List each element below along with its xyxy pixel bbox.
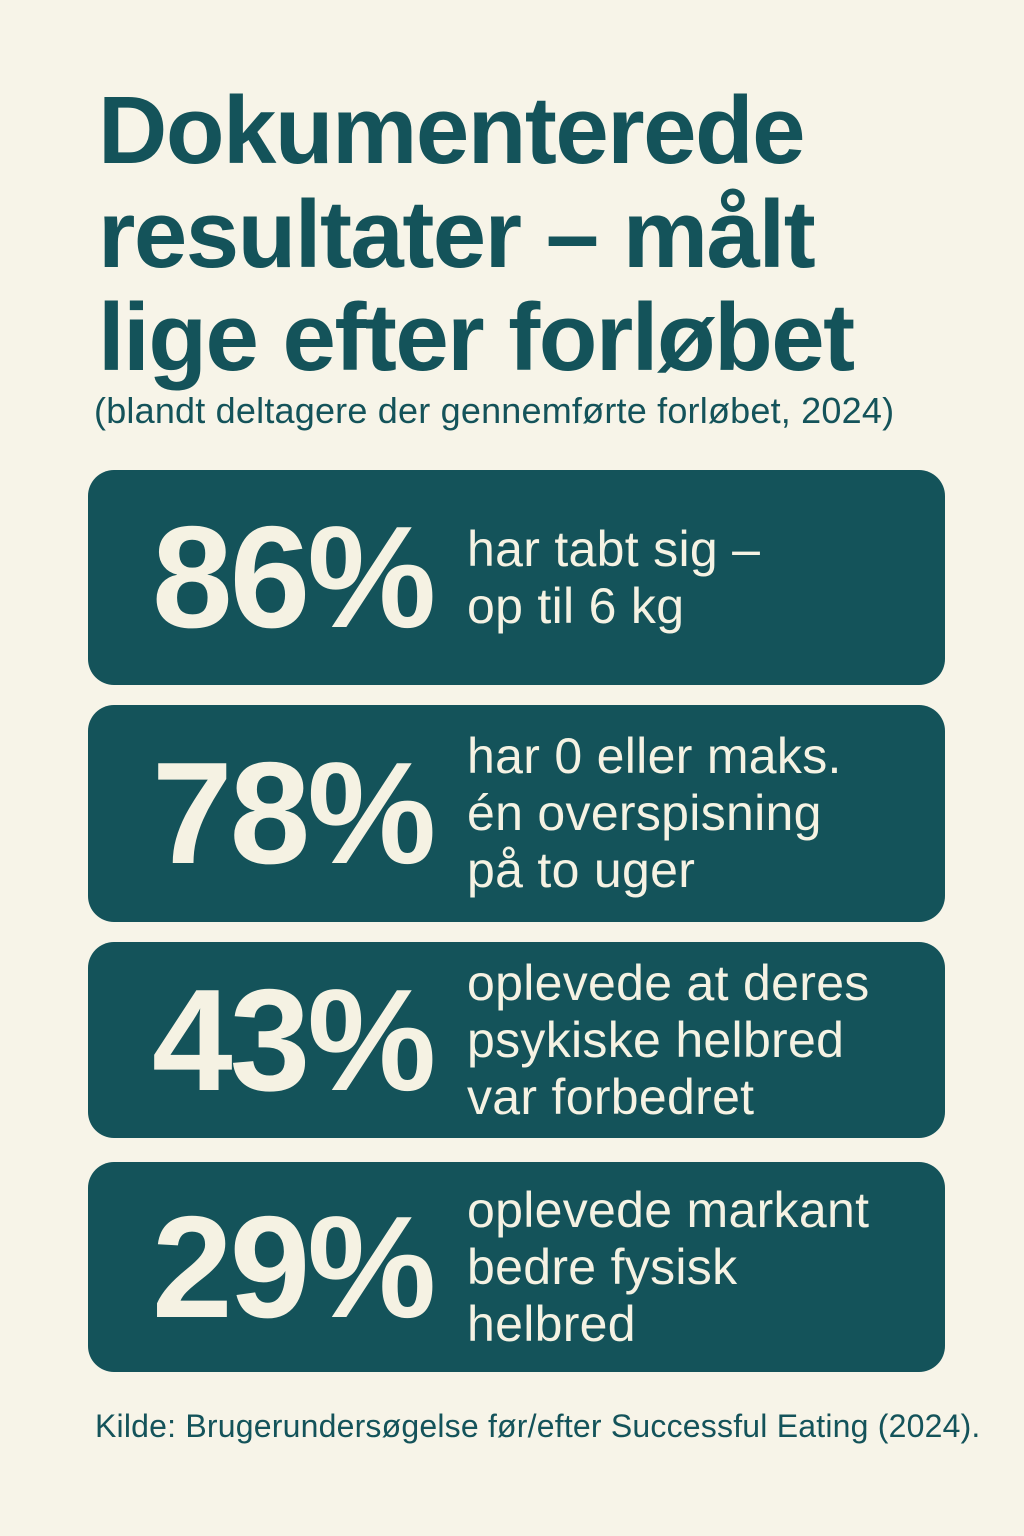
stat-value: 78% — [152, 732, 436, 894]
page-subtitle: (blandt deltagere der gennemførte forløb… — [94, 390, 895, 431]
stats-list: 86% har tabt sig – op til 6 kg 78% har 0… — [88, 470, 945, 1372]
stat-label: oplevede at deres psykiske helbred var f… — [467, 954, 870, 1125]
stat-label: oplevede markant bedre fysisk helbred — [467, 1181, 870, 1352]
stat-card-weight-loss: 86% har tabt sig – op til 6 kg — [88, 470, 945, 685]
stat-label: har tabt sig – op til 6 kg — [467, 520, 761, 634]
page-title: Dokumenterede resultater – målt lige eft… — [98, 79, 978, 390]
stat-label: har 0 eller maks. én overspisning på to … — [467, 728, 842, 898]
stat-card-overeating: 78% har 0 eller maks. én overspisning på… — [88, 705, 945, 922]
stat-value: 86% — [152, 496, 436, 658]
stat-value: 43% — [152, 958, 436, 1121]
stat-value: 29% — [152, 1185, 436, 1348]
page-title-line-3: lige efter forløbet — [98, 284, 855, 392]
source-note: Kilde: Brugerundersøgelse før/efter Succ… — [95, 1408, 981, 1444]
stat-card-mental-health: 43% oplevede at deres psykiske helbred v… — [88, 942, 945, 1138]
stat-card-physical-health: 29% oplevede markant bedre fysisk helbre… — [88, 1162, 945, 1372]
page-title-line-2: resultater – målt — [98, 180, 816, 288]
page-title-line-1: Dokumenterede — [98, 77, 806, 184]
